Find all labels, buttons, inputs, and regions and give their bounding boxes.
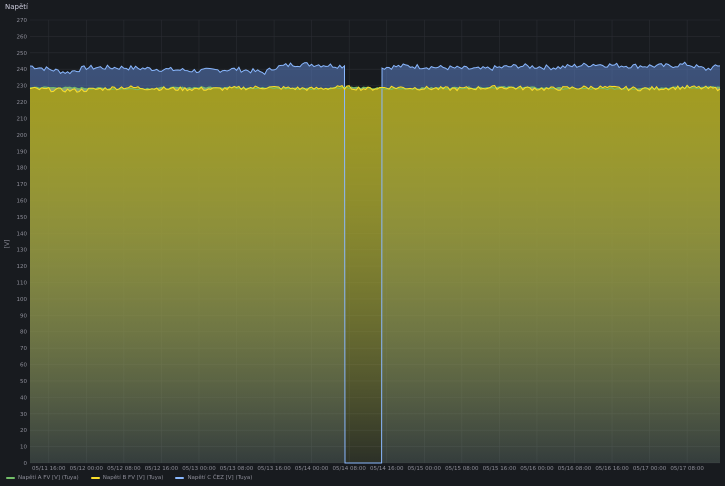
y-tick-label: 220	[17, 100, 28, 106]
legend-label: Napětí A FV [V] (Tuya)	[18, 475, 79, 481]
y-tick-label: 170	[17, 182, 28, 188]
x-tick-label: 05/16 08:00	[558, 466, 592, 472]
y-tick-label: 110	[17, 281, 28, 287]
y-tick-label: 230	[17, 84, 28, 90]
x-tick-label: 05/12 16:00	[145, 466, 179, 472]
y-tick-label: 180	[17, 166, 28, 172]
y-tick-label: 50	[20, 379, 27, 385]
x-tick-label: 05/15 16:00	[483, 466, 517, 472]
x-tick-label: 05/14 08:00	[332, 466, 366, 472]
x-tick-label: 05/17 00:00	[633, 466, 667, 472]
y-tick-label: 260	[17, 34, 28, 40]
y-tick-label: 80	[20, 330, 27, 336]
series-line-1[interactable]	[29, 84, 721, 93]
legend-label: Napětí B FV [V] (Tuya)	[102, 475, 164, 481]
legend-swatch	[6, 477, 15, 479]
series-line-2[interactable]	[29, 61, 721, 464]
x-tick-label: 05/13 16:00	[257, 466, 291, 472]
x-tick-label: 05/17 08:00	[670, 466, 704, 472]
legend-item-2[interactable]: Napětí C ČEZ [V] (Tuya)	[175, 475, 252, 481]
y-tick-label: 160	[17, 198, 28, 204]
y-tick-label: 20	[20, 428, 27, 434]
panel-title: Napětí	[5, 3, 28, 11]
y-tick-label: 200	[17, 133, 28, 139]
y-tick-label: 10	[20, 445, 27, 451]
x-tick-label: 05/12 08:00	[107, 466, 141, 472]
y-tick-label: 240	[17, 67, 28, 73]
x-tick-label: 05/14 00:00	[295, 466, 329, 472]
y-tick-label: 40	[20, 395, 27, 401]
legend-swatch	[90, 477, 100, 479]
y-tick-label: 120	[17, 264, 28, 270]
y-tick-label: 210	[17, 116, 28, 122]
x-tick-label: 05/14 16:00	[370, 466, 404, 472]
series-area-1	[30, 85, 720, 464]
x-tick-label: 05/13 00:00	[182, 466, 216, 472]
series-areas	[30, 62, 720, 464]
y-tick-label: 190	[17, 149, 28, 155]
y-tick-label: 70	[20, 346, 27, 352]
x-tick-label: 05/12 00:00	[70, 466, 104, 472]
legend-swatch	[175, 477, 185, 479]
y-axis-label: [V]	[4, 240, 11, 249]
series-lines	[29, 61, 721, 464]
y-tick-label: 250	[17, 51, 28, 57]
legend-item-1[interactable]: Napětí B FV [V] (Tuya)	[90, 475, 164, 481]
x-tick-label: 05/11 16:00	[32, 466, 66, 472]
x-tick-label: 05/15 08:00	[445, 466, 479, 472]
legend: Napětí A FV [V] (Tuya) Napětí B FV [V] (T…	[6, 475, 252, 481]
x-tick-label: 05/16 00:00	[520, 466, 554, 472]
y-tick-label: 140	[17, 231, 28, 237]
y-tick-label: 0	[24, 461, 28, 467]
x-axis: 05/11 16:00 05/12 00:00 05/12 08:00 05/12 1…	[32, 466, 704, 472]
x-tick-label: 05/16 16:00	[595, 466, 629, 472]
y-tick-label: 270	[17, 18, 28, 24]
x-tick-label: 05/13 08:00	[220, 466, 254, 472]
legend-item-0[interactable]: Napětí A FV [V] (Tuya)	[6, 475, 79, 481]
y-tick-label: 30	[20, 412, 27, 418]
y-tick-label: 60	[20, 363, 27, 369]
y-tick-label: 130	[17, 248, 28, 254]
legend-label: Napětí C ČEZ [V] (Tuya)	[187, 475, 253, 481]
y-axis: 0 10 20 30 40 50 60 70 80 90 100 110 120 130 140 150 160…	[17, 18, 28, 467]
x-tick-label: 05/15 00:00	[408, 466, 442, 472]
y-tick-label: 100	[17, 297, 28, 303]
y-tick-label: 90	[20, 313, 27, 319]
y-tick-label: 150	[17, 215, 28, 221]
